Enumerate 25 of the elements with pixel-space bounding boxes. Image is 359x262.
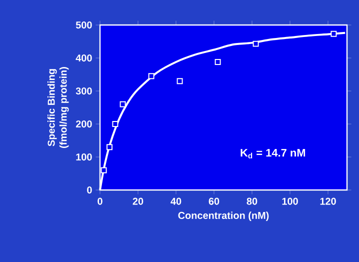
point [176,78,183,84]
y-tick-label: 400 [76,54,92,62]
point [214,58,221,65]
point [148,73,154,80]
point [106,144,112,150]
x-tick-label: 100 [282,198,298,205]
point [112,121,118,127]
x-axis-title: Concentration (nM) [178,212,269,221]
x-tick-label: 40 [170,198,182,205]
y-axis-title: Specific Binding (fmol/mg protein) [47,67,69,148]
y-tick-label: 100 [76,153,92,161]
point [252,40,259,47]
x-tick-label: 80 [246,198,258,205]
y-tick-label: 500 [76,21,92,29]
y-tick-label: 300 [76,87,92,95]
point [330,30,337,37]
x-tick-label: 60 [208,198,220,205]
y-tick-label: 0 [87,186,92,194]
y-tick-label: 200 [76,120,92,128]
x-tick-label: 120 [320,198,336,205]
point [100,167,107,174]
annotation: K$_{d}$ = 14.7 nM [240,149,306,158]
x-tick-label: 20 [132,198,144,205]
x-tick-label: 0 [98,198,102,205]
point [120,101,126,108]
